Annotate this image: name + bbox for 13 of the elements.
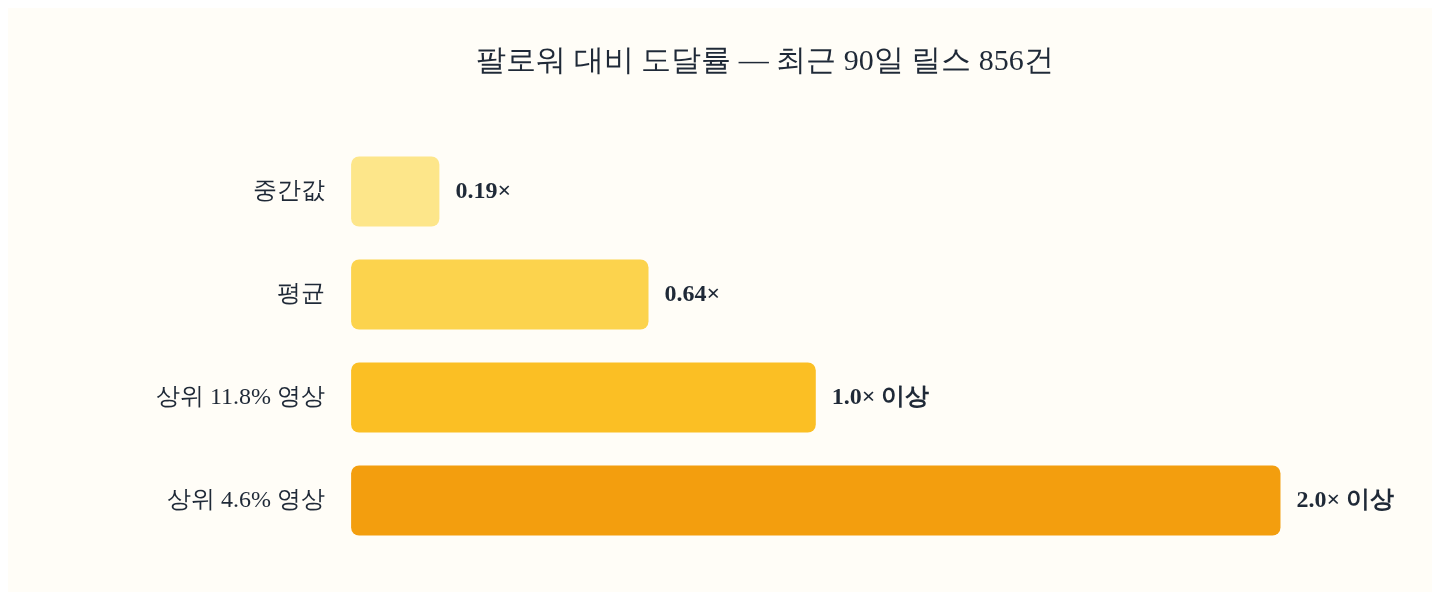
bar	[351, 465, 1281, 536]
data-label: 2.0× 이상	[1296, 485, 1395, 512]
data-label: 1.0× 이상	[831, 382, 930, 409]
y-tick-label: 상위 11.8% 영상	[155, 382, 326, 409]
data-label: 0.19×	[455, 176, 512, 203]
data-label: 0.64×	[664, 279, 721, 306]
bar	[351, 259, 649, 330]
y-tick-label: 중간값	[253, 176, 326, 203]
y-tick-label: 상위 4.6% 영상	[167, 485, 326, 512]
chart-title: 팔로워 대비 도달률 — 최근 90일 릴스 856건	[476, 42, 1054, 76]
y-tick-label: 평균	[277, 279, 326, 306]
bar	[351, 362, 816, 433]
bar	[351, 156, 440, 227]
